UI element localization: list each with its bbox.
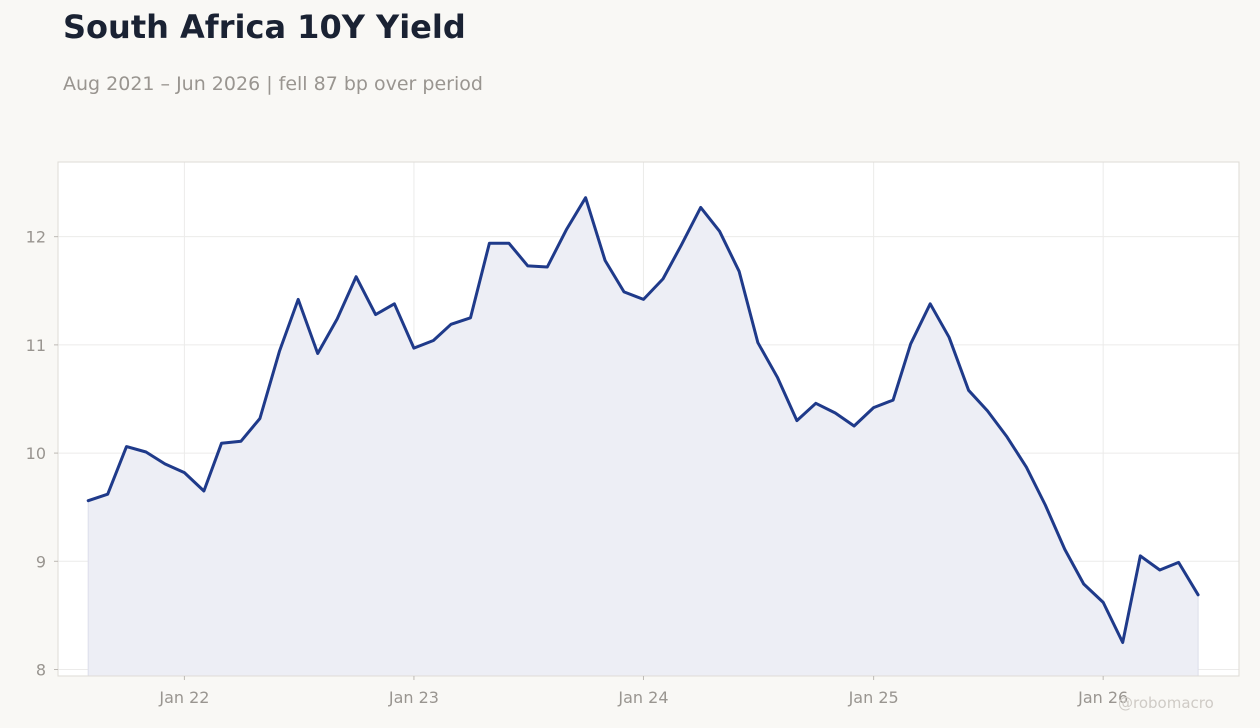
y-tick-label: 8 <box>36 661 46 680</box>
y-tick-label: 10 <box>26 444 46 463</box>
plot-frame <box>57 161 1240 677</box>
y-tick-label: 11 <box>26 336 46 355</box>
x-tick-label: Jan 22 <box>158 688 209 707</box>
x-tick-label: Jan 24 <box>617 688 668 707</box>
x-tick-label: Jan 26 <box>1077 688 1128 707</box>
x-tick-label: Jan 23 <box>388 688 439 707</box>
x-tick-label: Jan 25 <box>848 688 899 707</box>
y-tick-label: 12 <box>26 228 46 247</box>
y-tick-label: 9 <box>36 552 46 571</box>
chart-title: South Africa 10Y Yield <box>63 8 466 46</box>
chart-subtitle: Aug 2021 – Jun 2026 | fell 87 bp over pe… <box>63 73 483 95</box>
watermark: @robomacro <box>1118 694 1214 712</box>
series-line <box>86 196 1200 644</box>
